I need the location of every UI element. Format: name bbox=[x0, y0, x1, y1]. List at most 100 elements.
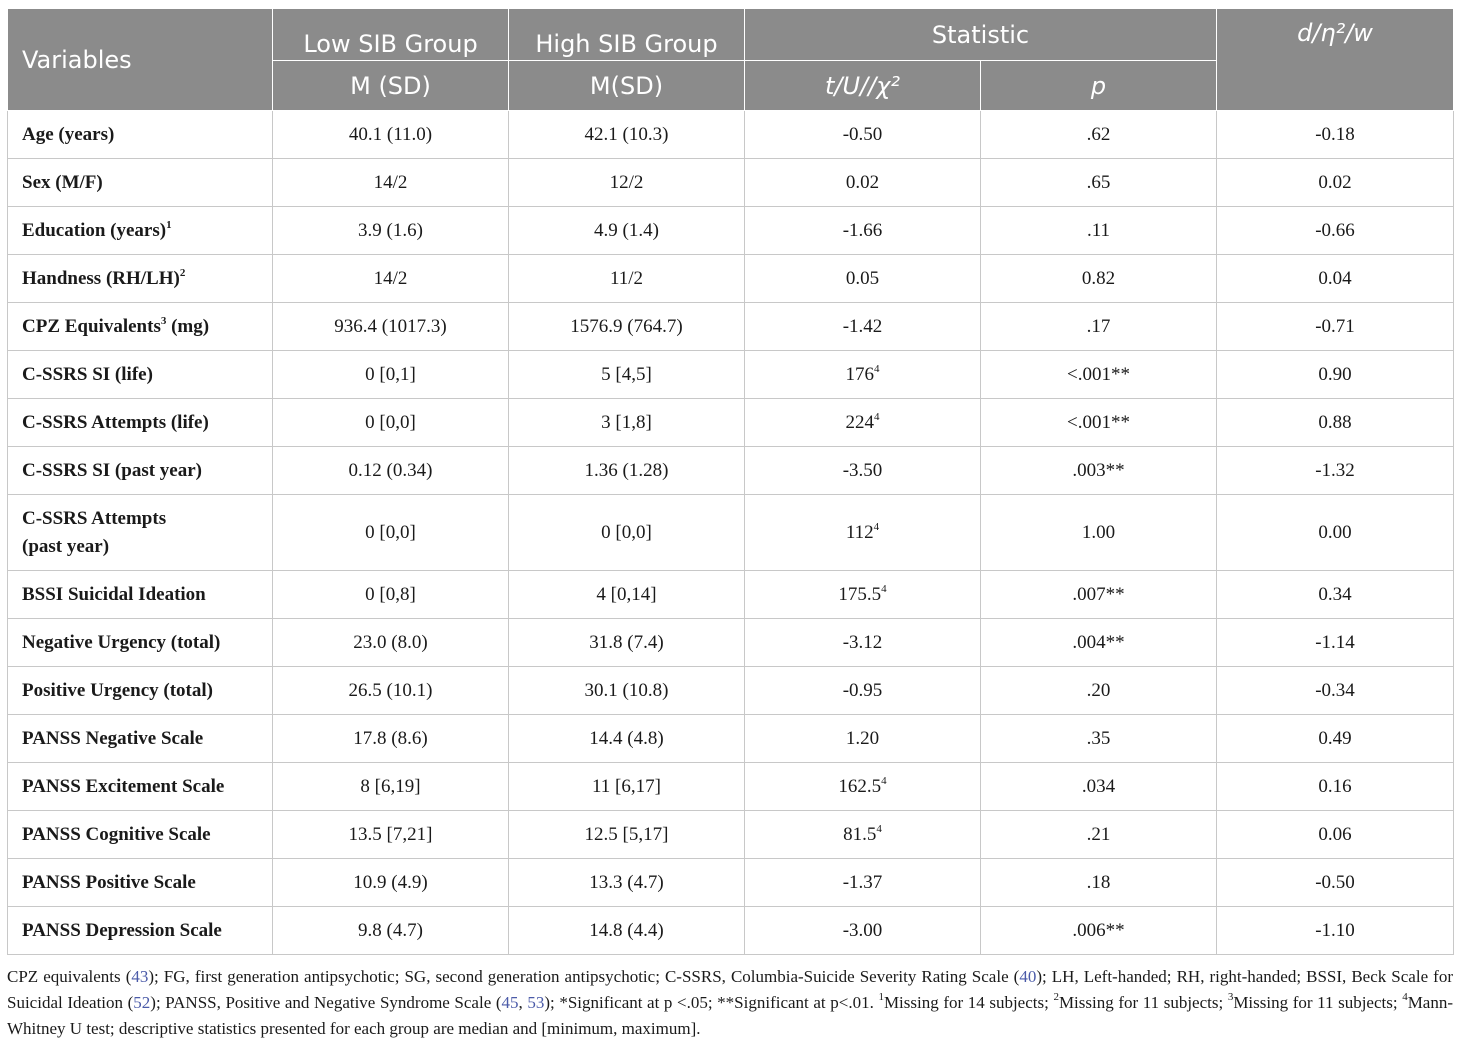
data-table: Variables Low SIB Group High SIB Group S… bbox=[7, 8, 1454, 955]
cell-high-group: 31.8 (7.4) bbox=[508, 618, 745, 667]
cell-low-group: 9.8 (4.7) bbox=[272, 906, 509, 955]
cell-statistic: -3.00 bbox=[744, 906, 981, 955]
cell-variable: Positive Urgency (total) bbox=[7, 666, 273, 715]
cell-effect-size-value: 0.04 bbox=[1318, 267, 1352, 289]
cell-p-value: 1.00 bbox=[980, 494, 1217, 571]
footnote-superscript: 3 bbox=[1227, 991, 1234, 1003]
cell-variable: Sex (M/F) bbox=[7, 158, 273, 207]
footnote-text: Missing for 11 subjects; bbox=[1233, 993, 1403, 1012]
cell-effect-size: -1.14 bbox=[1216, 618, 1454, 667]
header-high-sub: M(SD) bbox=[508, 60, 745, 111]
cell-high-group: 4.9 (1.4) bbox=[508, 206, 745, 255]
cell-statistic-value: -3.50 bbox=[842, 459, 883, 481]
cell-statistic: -1.66 bbox=[744, 206, 981, 255]
header-variables: Variables bbox=[7, 8, 273, 111]
cell-high-group-value: 31.8 (7.4) bbox=[589, 631, 664, 653]
cell-statistic-value: 176 bbox=[845, 363, 875, 385]
footnote-superscript: 4 bbox=[1402, 991, 1408, 1003]
variable-label: PANSS Depression Scale bbox=[22, 919, 222, 941]
footnote-ref-link[interactable]: 40 bbox=[1019, 967, 1037, 986]
cell-high-group: 12/2 bbox=[508, 158, 745, 207]
cell-p-value-value: .65 bbox=[1086, 171, 1111, 193]
header-low-sub: M (SD) bbox=[272, 60, 509, 111]
cell-p-value-value: .21 bbox=[1086, 823, 1111, 845]
cell-statistic-value: -0.95 bbox=[842, 679, 883, 701]
cell-low-group-value: 0 [0,8] bbox=[365, 583, 416, 605]
variable-label: PANSS Cognitive Scale bbox=[22, 823, 211, 845]
cell-low-group: 13.5 [7,21] bbox=[272, 810, 509, 859]
cell-p-value-value: .007** bbox=[1072, 583, 1125, 605]
cell-variable: BSSI Suicidal Ideation bbox=[7, 570, 273, 619]
statistic-superscript: 4 bbox=[876, 822, 882, 835]
header-effect-size: d/η²/w bbox=[1216, 8, 1454, 111]
footnote-text: ); LH, Left-handed; RH, right-handed; BS… bbox=[7, 967, 1453, 1012]
cell-effect-size: 0.34 bbox=[1216, 570, 1454, 619]
cell-high-group: 3 [1,8] bbox=[508, 398, 745, 447]
cell-effect-size-value: 0.49 bbox=[1318, 727, 1352, 749]
cell-effect-size-value: -1.10 bbox=[1315, 919, 1355, 941]
cell-p-value-value: .004** bbox=[1072, 631, 1125, 653]
cell-statistic: -3.50 bbox=[744, 446, 981, 495]
cell-statistic-value: 112 bbox=[845, 521, 874, 543]
table-row: PANSS Depression Scale 9.8 (4.7) 14.8 (4.4… bbox=[7, 906, 1454, 955]
cell-low-group: 23.0 (8.0) bbox=[272, 618, 509, 667]
cell-effect-size: -0.50 bbox=[1216, 858, 1454, 907]
cell-low-group-value: 0.12 (0.34) bbox=[348, 459, 433, 481]
cell-low-group: 0 [0,0] bbox=[272, 494, 509, 571]
statistic-superscript: 4 bbox=[874, 362, 880, 375]
footnote-ref-link[interactable]: 53 bbox=[527, 993, 545, 1012]
cell-low-group: 14/2 bbox=[272, 158, 509, 207]
cell-p-value: .35 bbox=[980, 714, 1217, 763]
variable-label: Negative Urgency (total) bbox=[22, 631, 221, 653]
cell-p-value-value: .17 bbox=[1086, 315, 1111, 337]
variable-superscript: 2 bbox=[179, 266, 186, 279]
cell-effect-size-value: -1.32 bbox=[1315, 459, 1355, 481]
cell-high-group-value: 14.4 (4.8) bbox=[589, 727, 664, 749]
header-statistic: Statistic bbox=[744, 8, 1217, 61]
cell-high-group-value: 14.8 (4.4) bbox=[589, 919, 664, 941]
cell-statistic: 0.05 bbox=[744, 254, 981, 303]
variable-label-line2: (past year) bbox=[22, 535, 110, 557]
cell-effect-size: 0.00 bbox=[1216, 494, 1454, 571]
cell-p-value: .007** bbox=[980, 570, 1217, 619]
footnote-ref-link[interactable]: 52 bbox=[133, 993, 151, 1012]
cell-statistic-value: -1.42 bbox=[842, 315, 883, 337]
cell-statistic: 1.20 bbox=[744, 714, 981, 763]
footnote-ref-link[interactable]: 45 bbox=[501, 993, 519, 1012]
table-row: Age (years) 40.1 (11.0) 42.1 (10.3) -0.50 .6… bbox=[7, 110, 1454, 159]
cell-low-group: 10.9 (4.9) bbox=[272, 858, 509, 907]
cell-effect-size: 0.49 bbox=[1216, 714, 1454, 763]
cell-variable: C-SSRS Attempts (life) bbox=[7, 398, 273, 447]
cell-p-value-value: 1.00 bbox=[1081, 521, 1116, 543]
cell-low-group-value: 40.1 (11.0) bbox=[348, 123, 433, 145]
cell-low-group: 0 [0,8] bbox=[272, 570, 509, 619]
cell-high-group-value: 1.36 (1.28) bbox=[584, 459, 669, 481]
cell-high-group: 11 [6,17] bbox=[508, 762, 745, 811]
cell-effect-size: 0.90 bbox=[1216, 350, 1454, 399]
variable-label: Sex (M/F) bbox=[22, 171, 103, 193]
variable-label: C-SSRS Attempts (life) bbox=[22, 411, 209, 433]
cell-effect-size: -1.10 bbox=[1216, 906, 1454, 955]
cell-effect-size-value: -0.50 bbox=[1315, 871, 1355, 893]
variable-superscript: 1 bbox=[166, 218, 172, 231]
cell-p-value: .004** bbox=[980, 618, 1217, 667]
variable-label: CPZ Equivalents bbox=[22, 315, 161, 337]
cell-high-group-value: 0 [0,0] bbox=[601, 521, 652, 543]
cell-variable: Handness (RH/LH)2 bbox=[7, 254, 273, 303]
cell-variable: C-SSRS Attempts (past year) bbox=[7, 494, 273, 571]
cell-high-group: 13.3 (4.7) bbox=[508, 858, 745, 907]
cell-variable: PANSS Negative Scale bbox=[7, 714, 273, 763]
variable-label: C-SSRS SI (life) bbox=[22, 363, 153, 385]
footnote-ref-link[interactable]: 43 bbox=[131, 967, 149, 986]
cell-variable: CPZ Equivalents3 (mg) bbox=[7, 302, 273, 351]
table-row: C-SSRS SI (past year) 0.12 (0.34) 1.36 (1.… bbox=[7, 446, 1454, 495]
cell-effect-size: 0.06 bbox=[1216, 810, 1454, 859]
cell-low-group-value: 9.8 (4.7) bbox=[358, 919, 423, 941]
cell-high-group: 4 [0,14] bbox=[508, 570, 745, 619]
cell-high-group-value: 1576.9 (764.7) bbox=[570, 315, 683, 337]
header-stat-sub: t/U//χ² bbox=[744, 60, 981, 111]
cell-low-group: 3.9 (1.6) bbox=[272, 206, 509, 255]
cell-p-value: .11 bbox=[980, 206, 1217, 255]
footnote-text: ); PANSS, Positive and Negative Syndrome… bbox=[150, 993, 502, 1012]
cell-effect-size-value: -0.18 bbox=[1315, 123, 1355, 145]
